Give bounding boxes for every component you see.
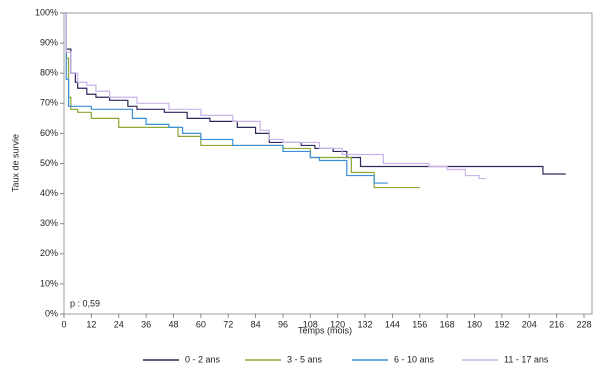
x-tick-label: 12 xyxy=(86,319,96,329)
y-tick-label: 80% xyxy=(40,68,58,78)
y-tick-label: 70% xyxy=(40,98,58,108)
survival-line xyxy=(64,12,420,189)
survival-line xyxy=(64,12,486,180)
x-tick-label: 120 xyxy=(330,319,345,329)
y-tick-label: 0% xyxy=(45,308,58,318)
x-tick-label: 216 xyxy=(549,319,564,329)
survival-line xyxy=(64,12,388,184)
y-tick-label: 100% xyxy=(35,7,58,17)
x-tick-label: 0 xyxy=(61,319,66,329)
x-tick-label: 228 xyxy=(576,319,591,329)
y-axis-label: Taux de survie xyxy=(10,134,20,192)
y-tick-label: 60% xyxy=(40,128,58,138)
x-axis-label: Temps (mois) xyxy=(298,325,352,335)
legend-label: 6 - 10 ans xyxy=(394,354,435,364)
annotation: p : 0,59 xyxy=(70,298,100,308)
y-tick-label: 10% xyxy=(40,278,58,288)
x-tick-label: 36 xyxy=(141,319,151,329)
y-tick-label: 20% xyxy=(40,248,58,258)
x-tick-label: 144 xyxy=(385,319,400,329)
x-tick-label: 96 xyxy=(278,319,288,329)
x-tick-label: 156 xyxy=(412,319,427,329)
x-tick-label: 108 xyxy=(303,319,318,329)
plot-frame xyxy=(63,12,593,315)
x-tick-label: 84 xyxy=(251,319,261,329)
x-tick-label: 24 xyxy=(114,319,124,329)
x-tick-label: 168 xyxy=(440,319,455,329)
y-tick-label: 30% xyxy=(40,218,58,228)
x-tick-label: 60 xyxy=(196,319,206,329)
x-tick-label: 72 xyxy=(223,319,233,329)
legend-label: 0 - 2 ans xyxy=(185,354,221,364)
x-tick-label: 48 xyxy=(168,319,178,329)
survival-line xyxy=(64,12,566,175)
x-tick-label: 180 xyxy=(467,319,482,329)
y-tick-label: 50% xyxy=(40,158,58,168)
legend-label: 11 - 17 ans xyxy=(504,354,549,364)
x-tick-label: 132 xyxy=(358,319,373,329)
legend-label: 3 - 5 ans xyxy=(287,354,323,364)
x-tick-label: 204 xyxy=(522,319,537,329)
y-tick-label: 40% xyxy=(40,188,58,198)
y-tick-label: 90% xyxy=(40,37,58,47)
x-tick-label: 192 xyxy=(494,319,509,329)
